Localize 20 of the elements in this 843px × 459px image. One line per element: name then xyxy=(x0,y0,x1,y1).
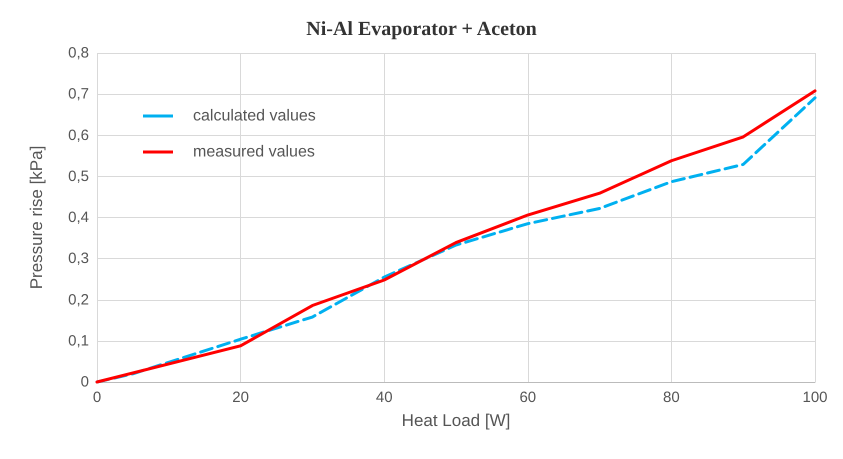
y-tick-label: 0,3 xyxy=(68,250,89,268)
y-tick-label: 0,5 xyxy=(68,168,89,185)
y-tick-label: 0,4 xyxy=(68,209,89,226)
x-tick-label: 60 xyxy=(519,389,536,406)
y-tick-label: 0,6 xyxy=(68,126,89,144)
y-tick-label: 0,2 xyxy=(68,291,89,308)
y-tick-label: 0,7 xyxy=(68,86,89,103)
x-tick-label: 20 xyxy=(232,389,249,406)
x-tick-label: 40 xyxy=(376,389,393,406)
y-axis-title: Pressure rise [kPa] xyxy=(27,146,46,290)
x-tick-label: 80 xyxy=(663,389,680,406)
y-tick-label: 0 xyxy=(80,374,89,390)
y-tick-label: 0,1 xyxy=(68,332,89,350)
legend-label: calculated values xyxy=(193,108,316,124)
y-tick-label: 0,8 xyxy=(68,44,89,62)
x-tick-label: 100 xyxy=(802,389,828,406)
legend-label: measured values xyxy=(193,144,315,160)
chart-title: Ni-Al Evaporator + Aceton xyxy=(306,18,537,40)
x-axis-title: Heat Load [W] xyxy=(402,411,510,430)
x-tick-label: 0 xyxy=(92,389,102,406)
